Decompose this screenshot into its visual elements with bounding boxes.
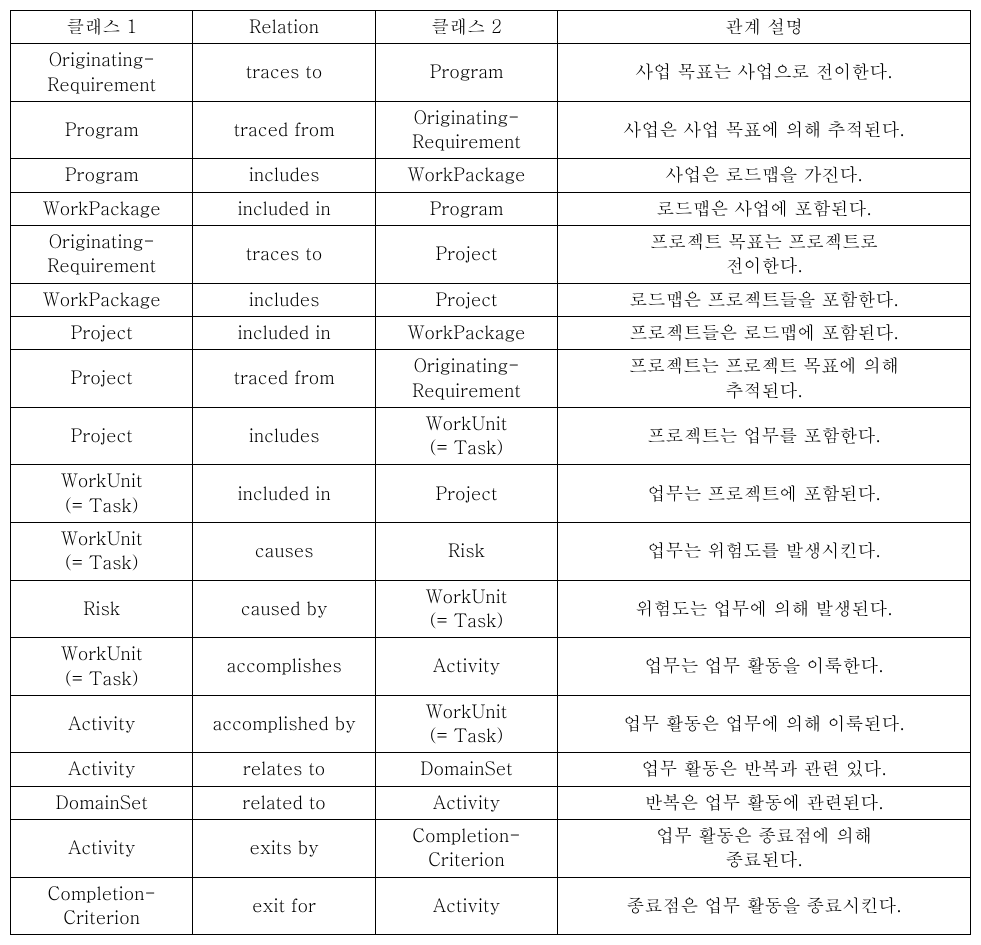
cell-description: 사업은 사업 목표에 의해 추적된다. [558,101,971,159]
cell-class1: DomainSet [11,786,193,819]
cell-class2: Originating- Requirement [375,350,557,408]
cell-class1: Activity [11,695,193,753]
cell-class2: Project [375,226,557,284]
cell-relation: traces to [193,44,375,102]
header-relation: Relation [193,11,375,44]
cell-class1: WorkUnit (= Task) [11,638,193,696]
cell-class1: Activity [11,820,193,878]
cell-relation: caused by [193,580,375,638]
cell-class2: Risk [375,523,557,581]
cell-class2: Originating- Requirement [375,101,557,159]
table-row: DomainSetrelated toActivity반복은 업무 활동에 관련… [11,786,971,819]
cell-class2: Program [375,44,557,102]
table-row: Activityaccomplished byWorkUnit (= Task)… [11,695,971,753]
cell-class1: WorkUnit (= Task) [11,523,193,581]
table-row: Projectincluded inWorkPackage프로젝트들은 로드맵에… [11,316,971,349]
cell-class2: WorkUnit (= Task) [375,580,557,638]
table-row: WorkUnit (= Task)included inProject업무는 프… [11,465,971,523]
cell-description: 종료점은 업무 활동을 종료시킨다. [558,877,971,935]
cell-class1: Program [11,159,193,192]
table-row: Originating- Requirementtraces toProject… [11,226,971,284]
cell-description: 업무 활동은 업무에 의해 이룩된다. [558,695,971,753]
cell-class1: Project [11,350,193,408]
cell-description: 프로젝트 목표는 프로젝트로 전이한다. [558,226,971,284]
table-row: Riskcaused byWorkUnit (= Task)위험도는 업무에 의… [11,580,971,638]
cell-description: 프로젝트는 프로젝트 목표에 의해 추적된다. [558,350,971,408]
cell-class2: Program [375,192,557,225]
cell-description: 프로젝트들은 로드맵에 포함된다. [558,316,971,349]
cell-relation: accomplishes [193,638,375,696]
cell-class2: DomainSet [375,753,557,786]
cell-class1: Originating- Requirement [11,226,193,284]
table-body: Originating- Requirementtraces toProgram… [11,44,971,935]
cell-class1: Project [11,316,193,349]
table-row: WorkUnit (= Task)accomplishesActivity업무는… [11,638,971,696]
cell-relation: includes [193,159,375,192]
cell-relation: included in [193,316,375,349]
cell-description: 위험도는 업무에 의해 발생된다. [558,580,971,638]
table-row: Originating- Requirementtraces toProgram… [11,44,971,102]
cell-description: 로드맵은 프로젝트들을 포함한다. [558,283,971,316]
cell-class1: Project [11,407,193,465]
table-row: Activityrelates toDomainSet업무 활동은 반복과 관련… [11,753,971,786]
cell-description: 업무는 업무 활동을 이룩한다. [558,638,971,696]
cell-class1: Activity [11,753,193,786]
cell-relation: related to [193,786,375,819]
table-row: ProgramincludesWorkPackage사업은 로드맵을 가진다. [11,159,971,192]
cell-class1: Completion- Criterion [11,877,193,935]
table-header-row: 클래스 1 Relation 클래스 2 관계 설명 [11,11,971,44]
cell-class2: Activity [375,638,557,696]
cell-class2: Project [375,465,557,523]
cell-class1: WorkUnit (= Task) [11,465,193,523]
cell-relation: causes [193,523,375,581]
table-row: WorkPackageincludesProject로드맵은 프로젝트들을 포함… [11,283,971,316]
cell-relation: exits by [193,820,375,878]
relations-table: 클래스 1 Relation 클래스 2 관계 설명 Originating- … [10,10,971,935]
cell-relation: exit for [193,877,375,935]
table-row: ProjectincludesWorkUnit (= Task)프로젝트는 업무… [11,407,971,465]
cell-description: 반복은 업무 활동에 관련된다. [558,786,971,819]
cell-relation: relates to [193,753,375,786]
cell-relation: included in [193,192,375,225]
cell-description: 업무는 위험도를 발생시킨다. [558,523,971,581]
cell-relation: traced from [193,101,375,159]
cell-class2: WorkPackage [375,316,557,349]
cell-class1: Program [11,101,193,159]
cell-class2: Activity [375,877,557,935]
cell-relation: accomplished by [193,695,375,753]
cell-class2: Completion- Criterion [375,820,557,878]
header-description: 관계 설명 [558,11,971,44]
cell-class2: Project [375,283,557,316]
table-row: WorkUnit (= Task)causesRisk업무는 위험도를 발생시킨… [11,523,971,581]
cell-relation: includes [193,283,375,316]
table-row: Activityexits byCompletion- Criterion업무 … [11,820,971,878]
cell-class1: Risk [11,580,193,638]
cell-relation: traces to [193,226,375,284]
cell-description: 사업은 로드맵을 가진다. [558,159,971,192]
cell-relation: traced from [193,350,375,408]
cell-relation: included in [193,465,375,523]
cell-class2: WorkPackage [375,159,557,192]
cell-class1: WorkPackage [11,283,193,316]
table-row: Projecttraced fromOriginating- Requireme… [11,350,971,408]
cell-class1: Originating- Requirement [11,44,193,102]
cell-description: 프로젝트는 업무를 포함한다. [558,407,971,465]
cell-class2: WorkUnit (= Task) [375,695,557,753]
header-class1: 클래스 1 [11,11,193,44]
cell-class2: WorkUnit (= Task) [375,407,557,465]
cell-class1: WorkPackage [11,192,193,225]
cell-description: 로드맵은 사업에 포함된다. [558,192,971,225]
table-row: Programtraced fromOriginating- Requireme… [11,101,971,159]
cell-description: 업무 활동은 종료점에 의해 종료된다. [558,820,971,878]
header-class2: 클래스 2 [375,11,557,44]
table-row: Completion- Criterionexit forActivity종료점… [11,877,971,935]
cell-description: 업무 활동은 반복과 관련 있다. [558,753,971,786]
table-row: WorkPackageincluded inProgram로드맵은 사업에 포함… [11,192,971,225]
cell-description: 사업 목표는 사업으로 전이한다. [558,44,971,102]
cell-description: 업무는 프로젝트에 포함된다. [558,465,971,523]
cell-relation: includes [193,407,375,465]
cell-class2: Activity [375,786,557,819]
